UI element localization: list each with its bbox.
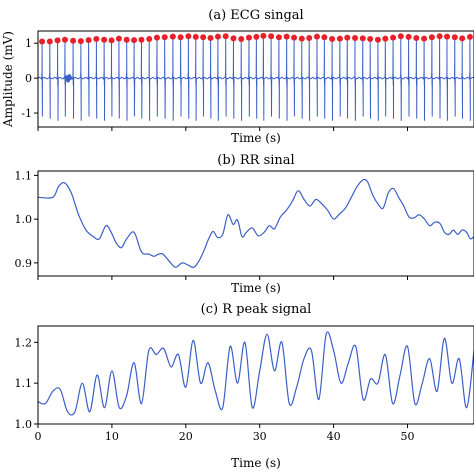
ecg-plot-area: -1 0 1 bbox=[21, 32, 474, 131]
r-peak-marker bbox=[352, 34, 359, 41]
rpeak-plot-area: 1.0 1.1 1.2 0 10 20 30 40 50 bbox=[15, 331, 474, 443]
r-peak-marker bbox=[459, 35, 466, 42]
r-peak-marker bbox=[200, 34, 207, 41]
y-tick-label: 1 bbox=[25, 37, 32, 50]
r-peak-marker bbox=[146, 36, 153, 43]
r-peak-marker bbox=[382, 35, 389, 42]
y-tick-label: 1.0 bbox=[15, 418, 33, 431]
r-peak-marker bbox=[336, 35, 343, 42]
r-peak-marker bbox=[298, 35, 305, 42]
r-peak-marker bbox=[421, 35, 428, 42]
ecg-ylabel: Amplitude (mV) bbox=[1, 31, 15, 128]
r-peak-marker bbox=[177, 34, 184, 41]
r-peak-marker bbox=[397, 33, 404, 40]
r-peak-marker bbox=[39, 38, 46, 45]
r-peak-marker bbox=[313, 33, 320, 40]
r-peak-marker bbox=[405, 33, 412, 40]
r-peak-marker bbox=[329, 36, 336, 43]
y-tick-label: 1.0 bbox=[15, 213, 33, 226]
y-tick-label: 1.1 bbox=[15, 377, 33, 390]
r-peak-marker bbox=[245, 34, 252, 41]
r-peak-marker bbox=[436, 33, 443, 40]
r-peak-marker bbox=[192, 33, 199, 40]
y-tick-label: 0 bbox=[25, 72, 32, 85]
r-peak-marker bbox=[161, 34, 168, 41]
r-peak-marker bbox=[359, 35, 366, 42]
r-peak-marker bbox=[451, 34, 458, 41]
rpeak-xlabel: Time (s) bbox=[231, 456, 281, 470]
r-peak-marker bbox=[93, 36, 100, 43]
r-peak-marker bbox=[70, 37, 77, 44]
rr-xlabel: Time (s) bbox=[231, 281, 281, 295]
rr-title: (b) RR sinal bbox=[217, 153, 294, 168]
r-peak-marker bbox=[283, 33, 290, 40]
r-peak-marker bbox=[131, 37, 138, 44]
r-peak-marker bbox=[444, 33, 451, 40]
r-peak-marker bbox=[291, 34, 298, 41]
r-peak-marker bbox=[321, 34, 328, 41]
x-tick-label: 50 bbox=[400, 430, 414, 443]
panel-ecg: (a) ECG singal -1 0 1 Amplitude (mV) Time … bbox=[1, 8, 474, 145]
r-peak-marker bbox=[61, 36, 68, 43]
r-peak-marker bbox=[101, 36, 108, 43]
ecg-axes-frame bbox=[37, 30, 474, 128]
r-peak-marker bbox=[214, 33, 221, 40]
y-tick-label: 1.1 bbox=[15, 169, 33, 182]
r-peak-marker bbox=[108, 37, 115, 44]
r-peak-marker bbox=[390, 34, 397, 41]
ecg-title: (a) ECG singal bbox=[208, 8, 303, 23]
r-peak-marker bbox=[367, 36, 374, 43]
r-peak-marker bbox=[123, 36, 130, 43]
rpeak-series-line bbox=[37, 331, 474, 416]
r-peak-marker bbox=[169, 33, 176, 40]
r-peak-marker bbox=[46, 38, 53, 45]
r-peak-marker bbox=[238, 36, 245, 43]
r-peak-marker bbox=[138, 36, 145, 43]
x-tick-label: 0 bbox=[35, 430, 42, 443]
r-peak-marker bbox=[54, 37, 61, 44]
r-peak-marker bbox=[428, 34, 435, 41]
x-tick-label: 10 bbox=[105, 430, 119, 443]
r-peak-marker bbox=[185, 33, 192, 40]
r-peak-marker bbox=[207, 34, 214, 41]
r-peak-marker bbox=[85, 37, 92, 44]
r-peak-marker bbox=[344, 34, 351, 41]
r-peak-marker bbox=[466, 33, 473, 40]
r-peak-marker bbox=[77, 38, 84, 45]
rpeak-title: (c) R peak signal bbox=[201, 302, 312, 317]
r-peak-marker bbox=[374, 36, 381, 43]
rr-series-line bbox=[37, 178, 474, 269]
panel-rpeak: (c) R peak signal 1.0 1.1 1.2 0 10 20 30 40 50 T… bbox=[15, 302, 474, 470]
y-tick-label: 1.2 bbox=[15, 336, 33, 349]
r-peak-marker bbox=[115, 35, 122, 42]
x-tick-label: 40 bbox=[327, 430, 341, 443]
y-tick-label: -1 bbox=[21, 107, 32, 120]
ecg-series-line bbox=[37, 35, 474, 121]
x-tick-label: 20 bbox=[179, 430, 193, 443]
r-peak-marker bbox=[260, 32, 267, 39]
r-peak-marker bbox=[275, 34, 282, 41]
panel-rr: (b) RR sinal 0.9 1.0 1.1 Time (s) bbox=[15, 153, 474, 295]
ecg-xlabel: Time (s) bbox=[231, 131, 281, 145]
rpeak-axes-frame bbox=[37, 325, 474, 425]
r-peak-marker bbox=[268, 33, 275, 40]
r-peak-marker bbox=[230, 35, 237, 42]
r-peak-marker bbox=[306, 34, 313, 41]
r-peak-marker bbox=[222, 33, 229, 40]
rr-plot-area: 0.9 1.0 1.1 bbox=[15, 169, 474, 280]
x-tick-label: 30 bbox=[253, 430, 267, 443]
r-peak-marker bbox=[253, 33, 260, 40]
r-peak-marker bbox=[153, 34, 160, 41]
r-peak-marker bbox=[413, 34, 420, 41]
rr-axes-frame bbox=[37, 170, 474, 277]
y-tick-label: 0.9 bbox=[15, 257, 33, 270]
